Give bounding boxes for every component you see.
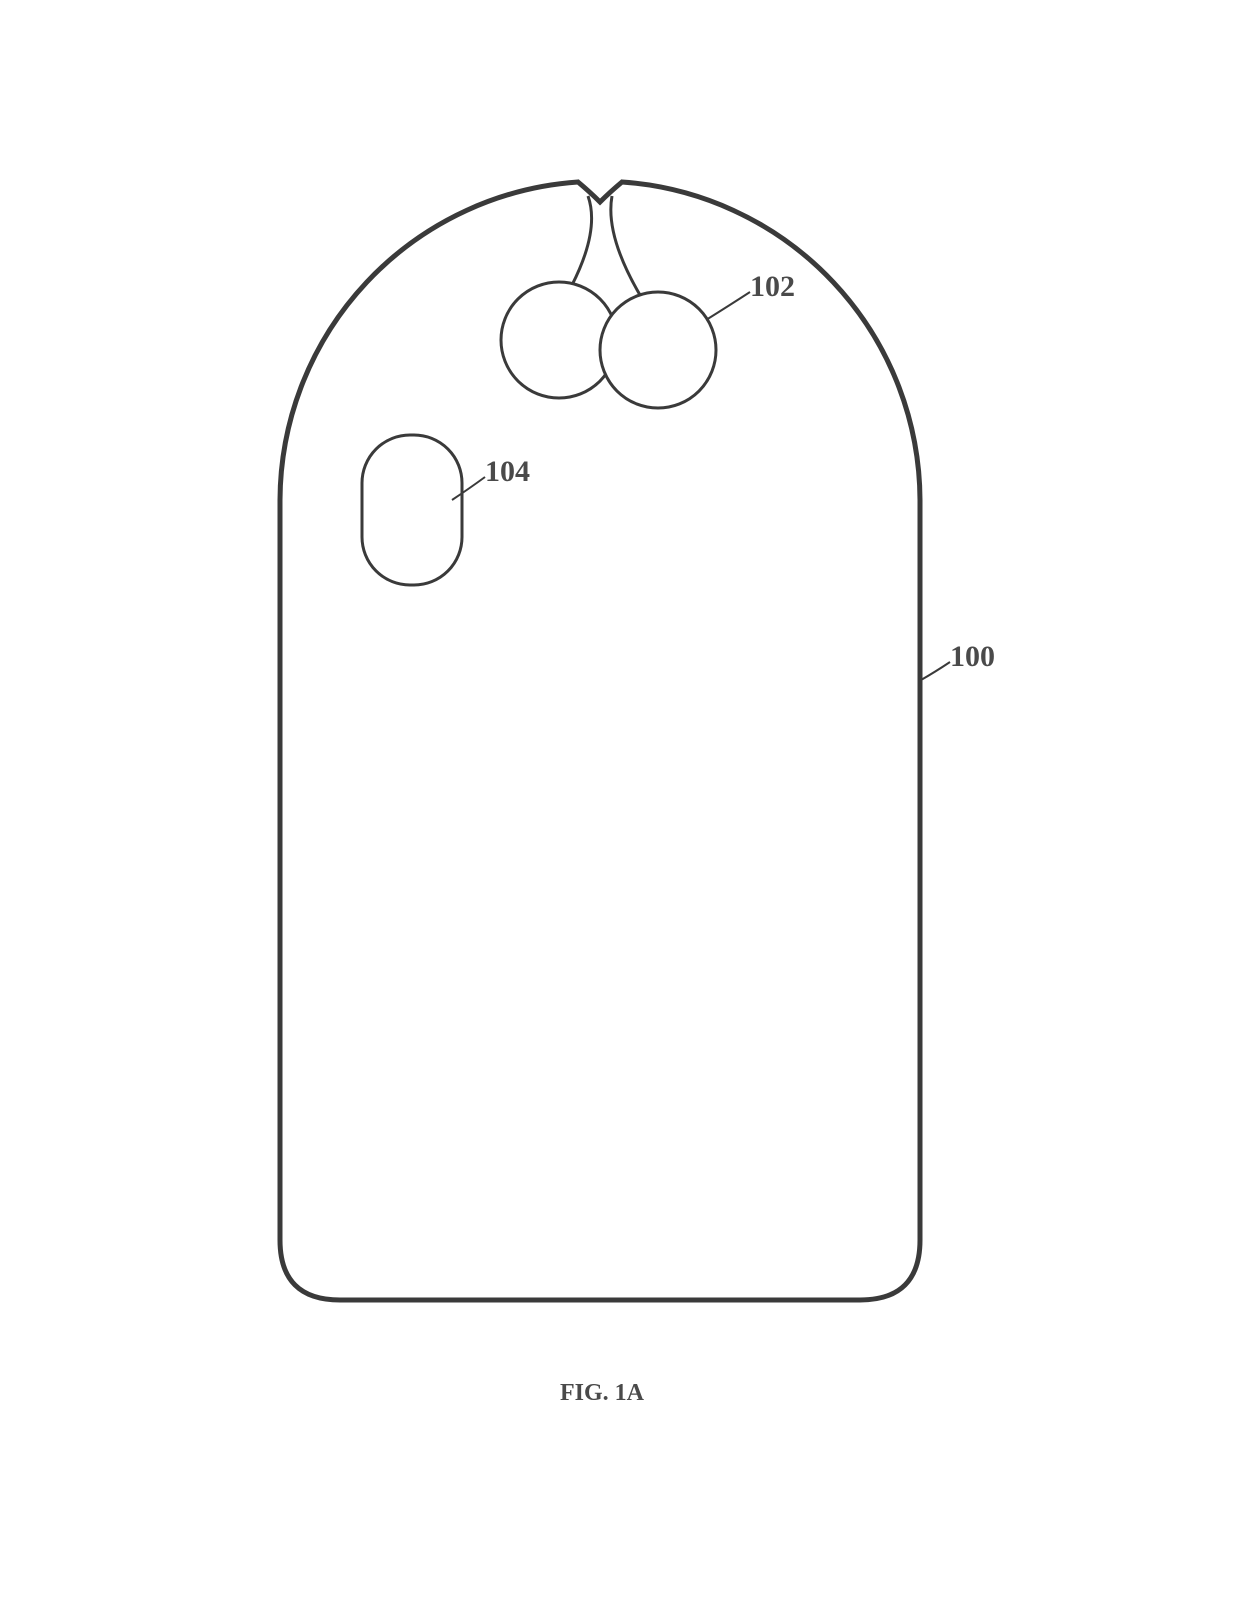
label-100: 100 <box>950 640 995 674</box>
figure-caption: FIG. 1A <box>560 1380 644 1407</box>
leader-102 <box>706 292 750 320</box>
circle-right <box>600 292 716 408</box>
leader-104 <box>452 477 485 500</box>
figure-stage: 102 104 100 FIG. 1A <box>0 0 1240 1612</box>
label-104: 104 <box>485 455 530 489</box>
stem-left <box>572 196 592 285</box>
capsule-104 <box>362 435 462 585</box>
patent-figure-svg <box>0 0 1240 1612</box>
leader-100 <box>921 662 950 680</box>
stem-right <box>611 196 640 295</box>
label-102: 102 <box>750 270 795 304</box>
